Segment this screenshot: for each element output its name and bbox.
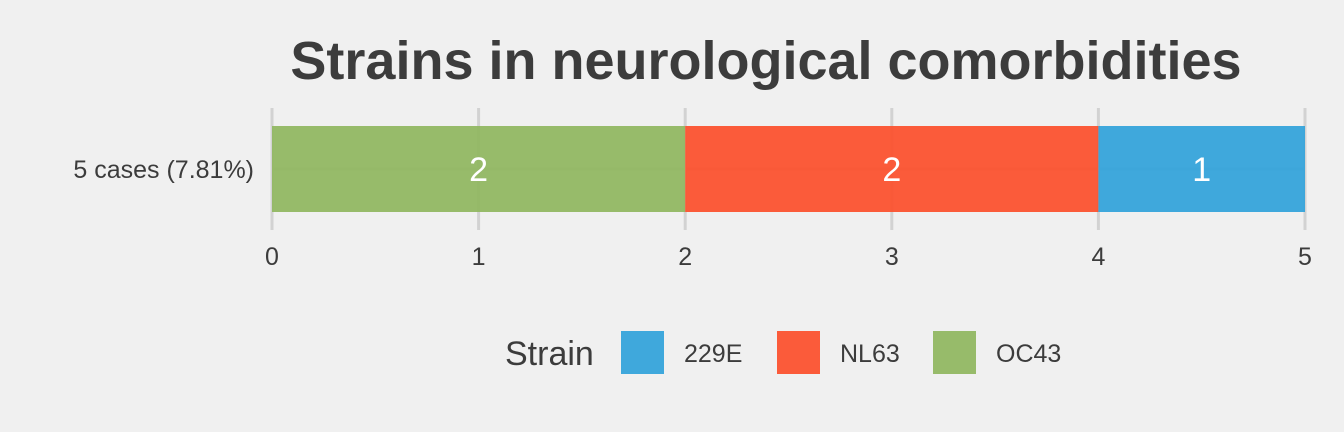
- x-tick-label: 3: [885, 243, 899, 271]
- legend-swatch-nl63: [777, 331, 820, 374]
- x-tick-label: 1: [472, 243, 486, 271]
- legend-swatch-229e: [621, 331, 664, 374]
- legend-label-oc43: OC43: [996, 340, 1061, 368]
- data-labels: 2 2 1: [469, 151, 1211, 189]
- data-label-229e: 1: [1192, 151, 1211, 189]
- y-axis-categories: 5 cases (7.81%): [73, 156, 254, 184]
- legend-title: Strain: [505, 335, 594, 373]
- chart-title: Strains in neurological comorbidities: [290, 31, 1241, 91]
- data-label-oc43: 2: [469, 151, 488, 189]
- legend-label-nl63: NL63: [840, 340, 900, 368]
- x-tick-label: 2: [678, 243, 692, 271]
- legend: Strain 229E NL63 OC43: [505, 331, 1061, 374]
- x-tick-label: 0: [265, 243, 279, 271]
- x-tick-label: 4: [1091, 243, 1105, 271]
- legend-label-229e: 229E: [684, 340, 742, 368]
- x-axis-ticks: 0 1 2 3 4 5: [265, 243, 1312, 271]
- bar-segment-oc43: [272, 126, 686, 212]
- bars: [272, 126, 1305, 212]
- x-tick-label: 5: [1298, 243, 1312, 271]
- bar-segment-nl63: [685, 126, 1099, 212]
- legend-swatch-oc43: [933, 331, 976, 374]
- bar-segment-229e: [1098, 126, 1305, 212]
- y-category-label: 5 cases (7.81%): [73, 156, 254, 184]
- data-label-nl63: 2: [882, 151, 901, 189]
